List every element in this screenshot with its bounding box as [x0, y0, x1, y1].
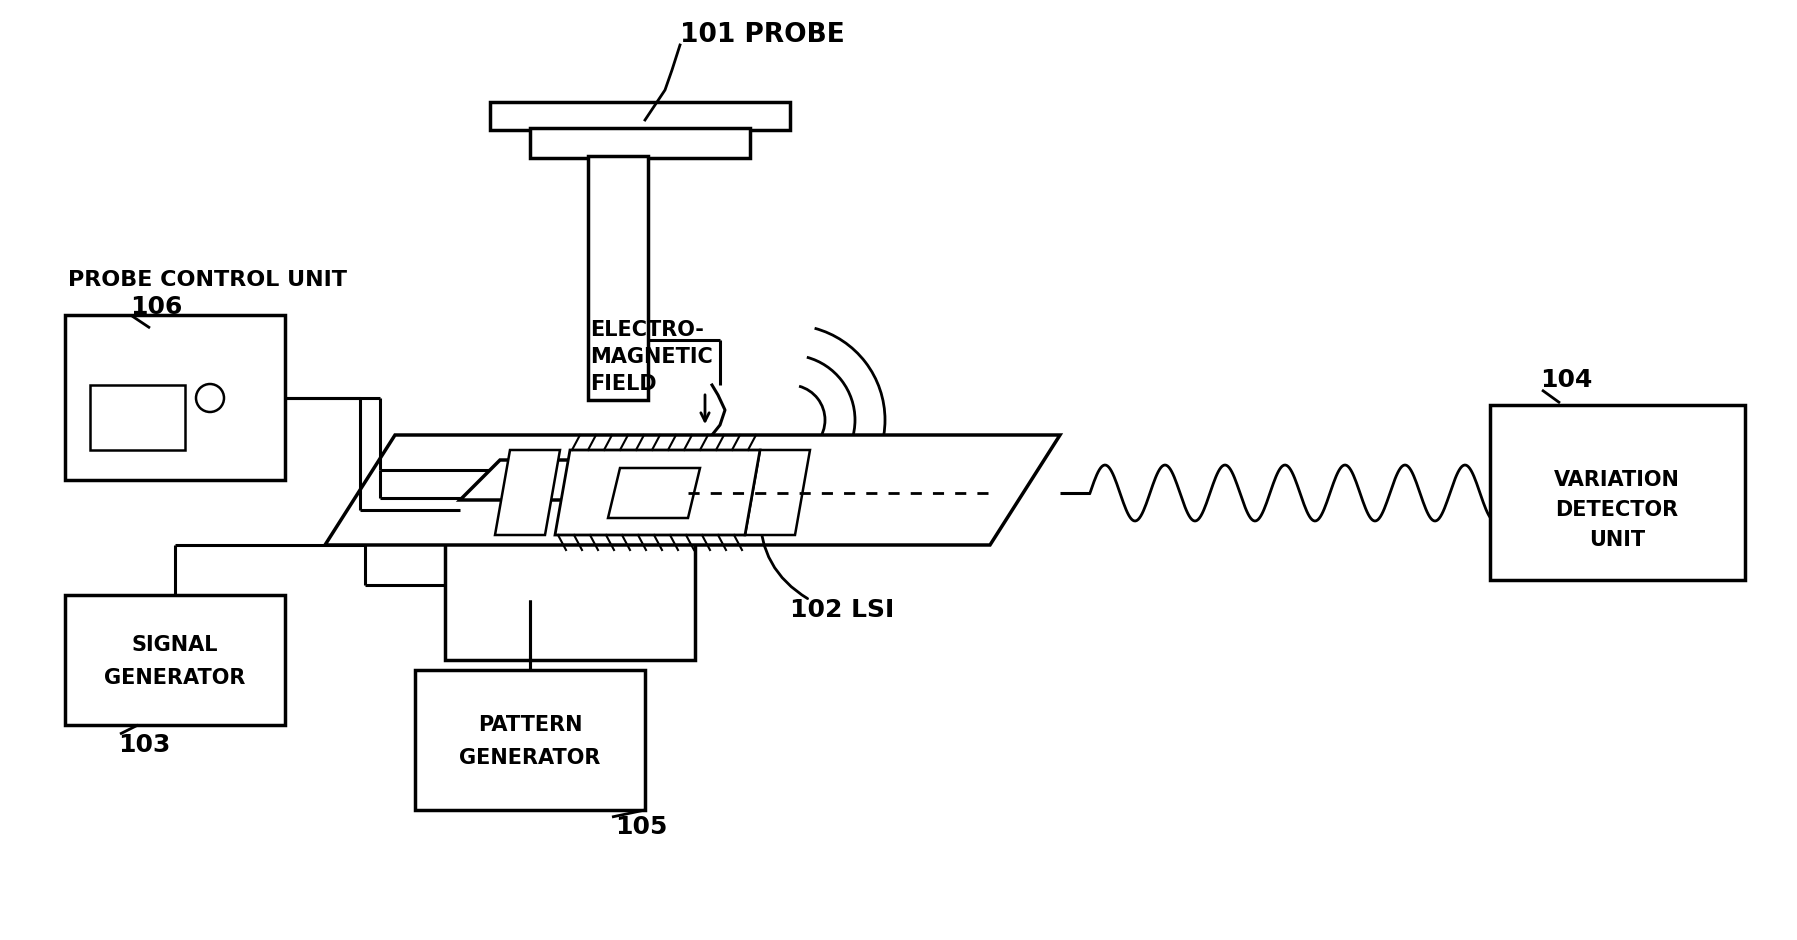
Text: UNIT: UNIT: [1589, 530, 1644, 550]
Polygon shape: [746, 450, 810, 535]
Bar: [65, 595, 286, 725]
Text: VARIATION: VARIATION: [1554, 470, 1680, 490]
Polygon shape: [494, 450, 561, 535]
Text: GENERATOR: GENERATOR: [460, 748, 600, 768]
Polygon shape: [555, 450, 760, 535]
Text: MAGNETIC: MAGNETIC: [589, 347, 713, 367]
Bar: [588, 156, 649, 400]
Text: GENERATOR: GENERATOR: [104, 668, 246, 688]
Bar: [446, 535, 695, 660]
Text: SIGNAL: SIGNAL: [131, 635, 217, 655]
Text: PATTERN: PATTERN: [478, 715, 582, 735]
Bar: [65, 315, 286, 480]
Text: 103: 103: [119, 733, 171, 757]
Text: FIELD: FIELD: [589, 374, 656, 394]
Text: 105: 105: [615, 815, 667, 839]
Polygon shape: [460, 460, 740, 500]
Text: ELECTRO-: ELECTRO-: [589, 320, 704, 340]
Polygon shape: [607, 468, 701, 518]
Bar: [90, 385, 185, 450]
Polygon shape: [325, 435, 1060, 545]
Bar: [415, 670, 645, 810]
Text: PROBE CONTROL UNIT: PROBE CONTROL UNIT: [68, 270, 347, 290]
Text: 106: 106: [129, 295, 181, 319]
Text: DETECTOR: DETECTOR: [1556, 500, 1678, 520]
Text: 101 PROBE: 101 PROBE: [679, 22, 845, 48]
Text: 102 LSI: 102 LSI: [791, 598, 895, 622]
Bar: [530, 128, 749, 158]
Bar: [491, 102, 791, 130]
Bar: [1490, 405, 1745, 580]
Circle shape: [196, 384, 225, 412]
Text: 104: 104: [1540, 368, 1592, 392]
